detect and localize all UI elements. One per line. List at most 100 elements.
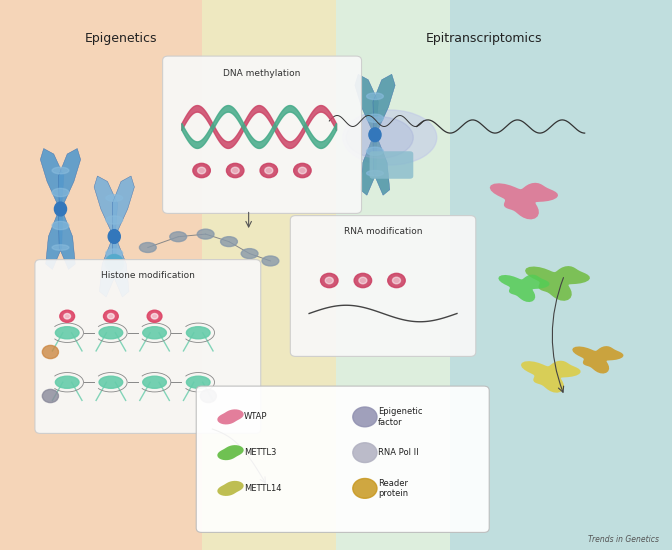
Ellipse shape [346,117,413,158]
Bar [450,0,672,550]
Ellipse shape [54,202,67,216]
Ellipse shape [108,230,120,243]
Ellipse shape [111,255,123,269]
Polygon shape [112,176,134,231]
Circle shape [193,163,210,178]
Ellipse shape [367,147,383,155]
Circle shape [103,310,118,322]
Polygon shape [525,266,590,301]
Ellipse shape [262,256,279,266]
Ellipse shape [55,376,79,388]
Polygon shape [373,74,395,129]
Ellipse shape [170,232,187,241]
Bar [0,0,202,550]
Circle shape [42,389,58,403]
Circle shape [60,310,75,322]
Text: Epigenetics: Epigenetics [85,32,157,45]
Ellipse shape [106,195,122,201]
Circle shape [151,314,158,319]
FancyBboxPatch shape [163,56,362,213]
Circle shape [42,345,58,359]
Text: Epigenetic
factor: Epigenetic factor [378,407,423,427]
Circle shape [294,163,311,178]
Text: RNA modification: RNA modification [344,227,422,235]
Ellipse shape [367,114,383,123]
Ellipse shape [367,170,383,176]
Circle shape [321,273,338,288]
Ellipse shape [140,243,156,252]
Ellipse shape [186,376,210,388]
Circle shape [200,389,216,403]
FancyBboxPatch shape [370,151,413,179]
Circle shape [260,163,278,178]
Ellipse shape [367,93,383,100]
Ellipse shape [106,249,122,257]
Text: Epitranscriptomics: Epitranscriptomics [425,32,542,45]
FancyBboxPatch shape [290,216,476,356]
Text: WTAP: WTAP [244,412,267,421]
Circle shape [108,314,114,319]
Circle shape [198,167,206,174]
Polygon shape [217,445,244,460]
Polygon shape [217,409,244,425]
Polygon shape [573,346,624,373]
FancyBboxPatch shape [35,260,261,433]
Polygon shape [490,183,558,219]
Ellipse shape [241,249,258,258]
Ellipse shape [142,327,167,339]
Text: Histone modification: Histone modification [101,271,195,279]
Ellipse shape [197,229,214,239]
Ellipse shape [52,167,69,174]
Circle shape [298,167,306,174]
Circle shape [354,273,372,288]
Circle shape [392,277,401,284]
Text: RNA Pol II: RNA Pol II [378,448,419,457]
Ellipse shape [343,110,437,165]
Polygon shape [94,176,118,231]
Polygon shape [373,140,390,195]
Bar [202,0,336,550]
Ellipse shape [142,376,167,388]
Ellipse shape [99,376,123,388]
Polygon shape [360,140,377,195]
Ellipse shape [186,327,210,339]
Polygon shape [521,361,581,393]
Circle shape [265,167,273,174]
Polygon shape [58,214,75,270]
Circle shape [353,478,377,498]
Polygon shape [46,214,62,270]
Ellipse shape [52,245,69,250]
Circle shape [359,277,367,284]
Ellipse shape [106,272,122,278]
Text: Trends in Genetics: Trends in Genetics [587,536,659,544]
Text: METTL3: METTL3 [244,448,276,457]
Circle shape [226,163,244,178]
Text: METTL14: METTL14 [244,484,282,493]
Circle shape [353,443,377,463]
Ellipse shape [55,327,79,339]
FancyBboxPatch shape [196,386,489,532]
Ellipse shape [105,256,117,270]
Ellipse shape [112,257,124,271]
Circle shape [388,273,405,288]
Ellipse shape [52,188,69,197]
Polygon shape [217,481,244,496]
Ellipse shape [106,255,118,268]
Bar [336,0,450,550]
Ellipse shape [220,236,237,246]
Circle shape [231,167,239,174]
Ellipse shape [106,216,122,224]
Polygon shape [99,242,116,297]
Text: Reader
protein: Reader protein [378,478,409,498]
Polygon shape [112,242,129,297]
Polygon shape [58,148,81,204]
Ellipse shape [52,221,69,230]
Polygon shape [355,74,378,129]
Ellipse shape [369,128,381,141]
Circle shape [64,314,71,319]
Circle shape [147,310,162,322]
Ellipse shape [109,255,121,268]
Polygon shape [40,148,64,204]
Ellipse shape [99,327,123,339]
Polygon shape [499,274,550,302]
